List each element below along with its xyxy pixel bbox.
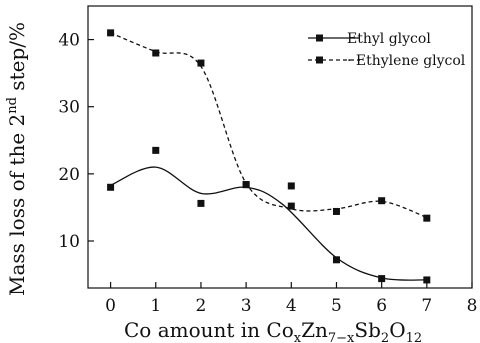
data-point (152, 49, 160, 57)
x-tick-label: 6 (376, 296, 387, 316)
legend: Ethyl glycol · Ethylene glycol (308, 31, 466, 69)
data-point (378, 197, 386, 205)
y-tick-label: 40 (58, 31, 80, 51)
y-axis: 10 20 30 40 (58, 31, 94, 252)
x-tick-label: 5 (331, 296, 342, 316)
data-point (332, 256, 340, 264)
data-point (197, 199, 205, 207)
data-markers (107, 29, 431, 284)
x-tick-label: 1 (150, 296, 161, 316)
data-point (152, 146, 160, 154)
legend-marker-ethyl (316, 34, 323, 42)
data-point (107, 183, 115, 191)
data-point (287, 202, 295, 210)
legend-label-ethylene: · Ethylene glycol (347, 53, 466, 69)
x-tick-label: 4 (286, 296, 297, 316)
data-point (423, 276, 431, 284)
data-point (287, 182, 295, 190)
data-point (378, 275, 386, 283)
plot-frame (87, 5, 473, 289)
y-axis-title: Mass loss of the 2nd step/% (5, 22, 29, 296)
legend-marker-ethylene (316, 56, 323, 64)
x-tick-label: 0 (105, 296, 116, 316)
data-point (423, 214, 431, 222)
y-tick-label: 10 (58, 232, 80, 252)
data-point (107, 29, 115, 37)
series-line-1 (110, 32, 428, 219)
data-point (242, 181, 250, 189)
x-tick-label: 8 (467, 296, 478, 316)
x-tick-label: 3 (241, 296, 252, 316)
y-tick-label: 20 (58, 165, 80, 185)
series-line-0 (110, 166, 427, 281)
legend-label-ethyl: Ethyl glycol (347, 31, 431, 47)
x-tick-label: 2 (196, 296, 207, 316)
y-tick-label: 30 (58, 98, 80, 118)
plot-area (87, 5, 473, 289)
data-point (197, 59, 205, 67)
x-axis-title: Co amount in CoxZn7−xSb2O12 (124, 318, 422, 343)
fit-curves (110, 32, 428, 281)
data-point (332, 207, 340, 215)
x-tick-label: 7 (421, 296, 432, 316)
x-axis: 0 1 2 3 4 5 6 7 8 (105, 282, 477, 316)
